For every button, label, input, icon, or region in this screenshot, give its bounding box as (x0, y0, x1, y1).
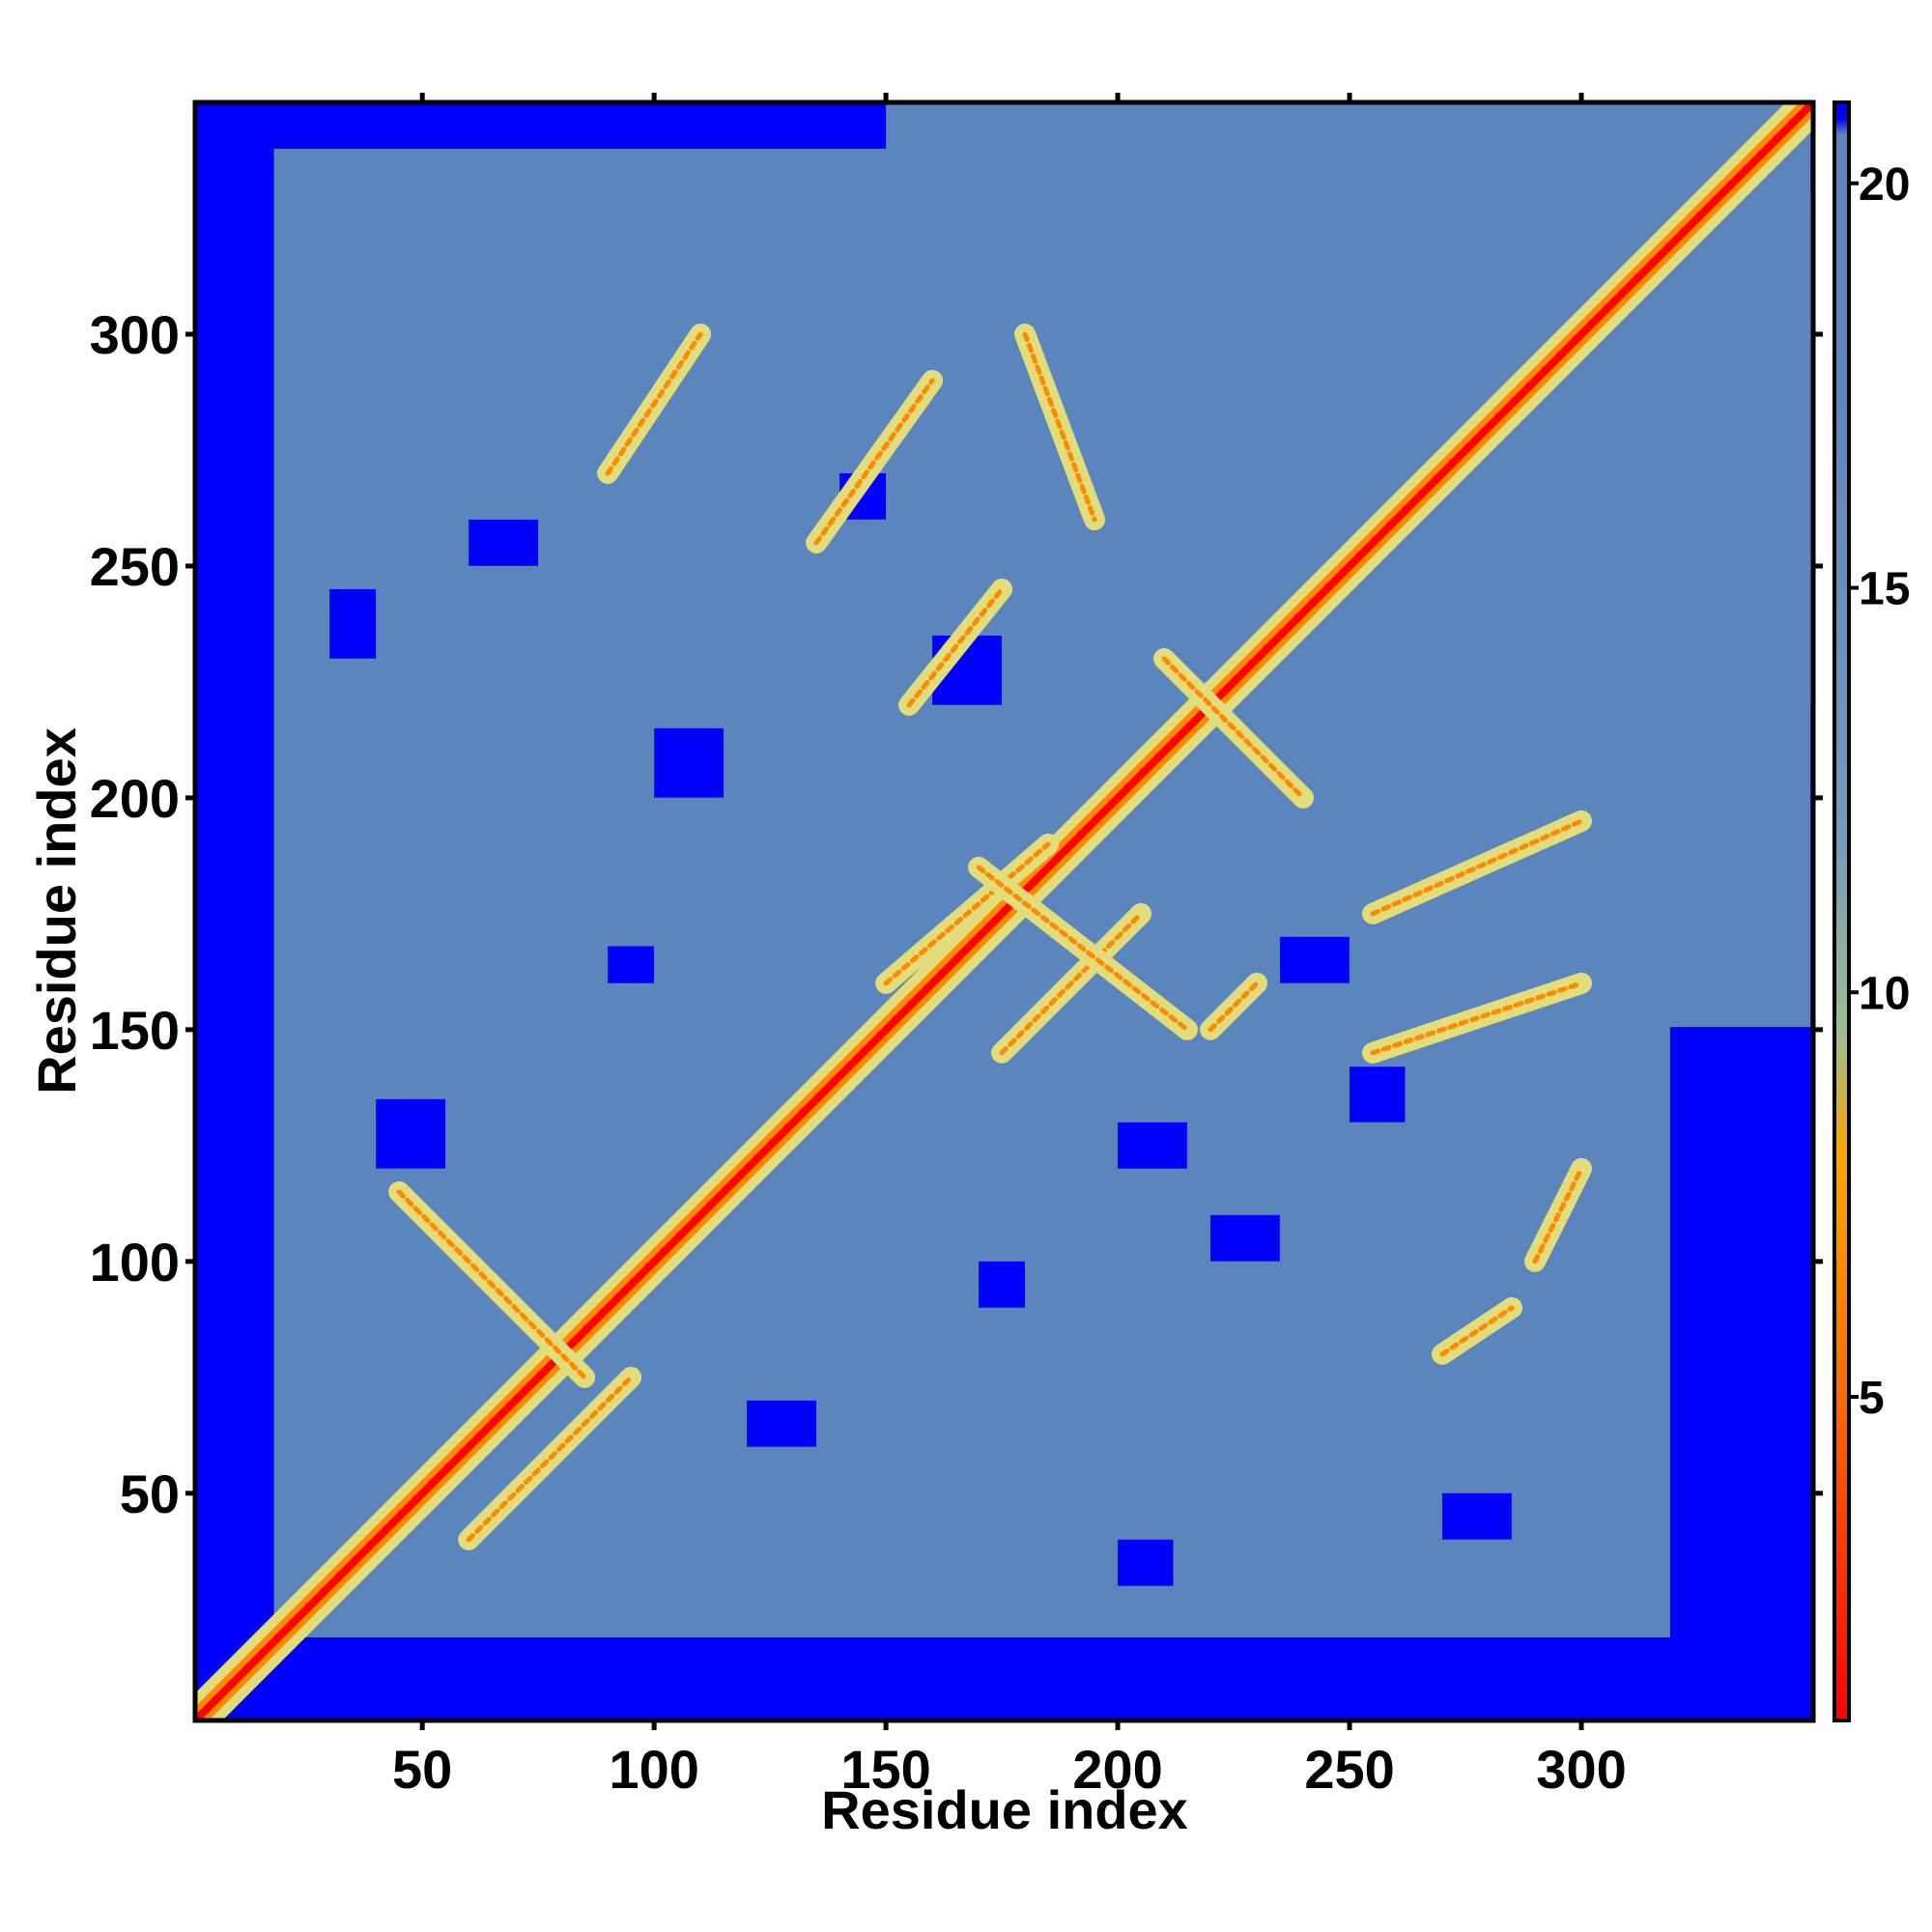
colorbar-tick-label: 15 (1859, 564, 1910, 615)
heatmap-contact-strand (1370, 818, 1584, 917)
x-tick-label: 50 (392, 1739, 452, 1800)
heatmap-far-pocket (1210, 1214, 1280, 1262)
heatmap-far-pocket (1350, 1066, 1406, 1122)
heatmap-far-pocket (1442, 1492, 1512, 1540)
x-tick-label: 250 (1304, 1739, 1394, 1800)
colorbar-tick-label: 10 (1859, 968, 1910, 1019)
heatmap-contact-strand (466, 1375, 634, 1543)
heatmap-diagonal (195, 102, 1813, 1720)
x-axis: 50 100 150 200 250 300 (392, 93, 1627, 1800)
heatmap-far-pocket (376, 1098, 445, 1169)
heatmap-contact-strand (976, 865, 1190, 1033)
colorbar-tick-label: 20 (1859, 159, 1910, 211)
colorbar-tick-label: 5 (1859, 1373, 1885, 1424)
heatmap-far-pocket (747, 1400, 816, 1447)
x-axis-title: Residue index (821, 1779, 1188, 1840)
colorbar-ticks: 5 10 15 20 (1849, 159, 1910, 1424)
y-tick-label: 300 (90, 304, 180, 365)
heatmap-contact-strand (1439, 1305, 1515, 1357)
heatmap-far-pocket (654, 727, 724, 798)
y-tick-label: 150 (90, 1000, 180, 1061)
y-tick-label: 100 (90, 1232, 180, 1293)
y-tick-label: 200 (90, 768, 180, 829)
y-axis-title: Residue index (26, 727, 87, 1094)
x-tick-label: 150 (840, 1739, 930, 1800)
colorbar: 5 10 15 20 (1833, 100, 1910, 1722)
heatmap-contact-strand (813, 378, 935, 546)
heatmap-far-pocket (329, 588, 377, 659)
heatmap-far-pocket (1118, 1122, 1187, 1169)
heatmap-contact-strand (1370, 980, 1584, 1056)
heatmap-contact-strand (999, 911, 1144, 1056)
heatmap-contact-strand (396, 1189, 587, 1380)
heatmap-contact-strand (605, 331, 703, 476)
heatmap-contact-strand (906, 586, 1005, 708)
heatmap-far-pocket (608, 946, 655, 983)
x-tick-label: 200 (1072, 1739, 1162, 1800)
heatmap-far-pocket (1118, 1539, 1174, 1586)
plot-frame (192, 99, 1816, 1723)
y-axis: 50 100 150 200 250 300 (90, 304, 1823, 1524)
heatmap-far-pocket (469, 519, 538, 566)
heatmap-contact-strand (1532, 1166, 1584, 1264)
colorbar-gradient (1834, 102, 1849, 1720)
colorbar-frame (1833, 100, 1851, 1722)
y-tick-label: 250 (90, 536, 180, 597)
heatmap-region-mid-right (1674, 194, 1813, 704)
x-tick-label: 300 (1536, 1739, 1626, 1800)
heatmap-contact-strand (883, 841, 1051, 986)
y-tick-label: 50 (120, 1463, 180, 1524)
heatmap-contact-strand (1161, 656, 1306, 801)
x-tick-label: 100 (609, 1739, 698, 1800)
heatmap-contact-strand (1208, 980, 1260, 1033)
heatmap-far-pocket (1280, 936, 1350, 983)
heatmap-contact-strand (1022, 331, 1097, 523)
heatmap-far-pocket (979, 1261, 1025, 1308)
heatmap-cells (195, 102, 1813, 1720)
